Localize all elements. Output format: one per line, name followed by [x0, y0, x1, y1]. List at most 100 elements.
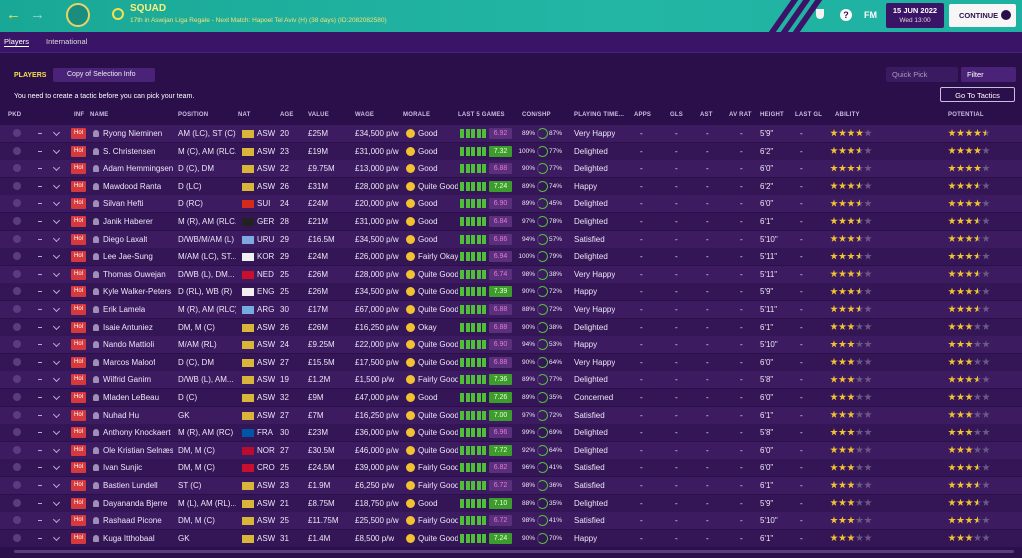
player-row[interactable]: Hol Nuhad Hu GK ASW 27 £7M £16,250 p/w Quite Go…: [0, 406, 1022, 424]
row-menu[interactable]: [52, 340, 61, 348]
row-menu[interactable]: [52, 252, 61, 260]
pick-checkbox[interactable]: [13, 181, 21, 190]
pick-checkbox[interactable]: [13, 375, 21, 384]
go-to-tactics[interactable]: Go To Tactics: [940, 87, 1015, 102]
row-menu[interactable]: [52, 480, 61, 489]
column-header[interactable]: AST: [700, 112, 713, 118]
view-dropdown[interactable]: Copy of Selection Info: [53, 68, 155, 82]
column-header[interactable]: APPS: [634, 112, 652, 118]
player-name[interactable]: Ryong Nieminen: [103, 129, 163, 138]
pick-checkbox[interactable]: [13, 463, 21, 472]
row-menu[interactable]: [52, 216, 61, 225]
player-row[interactable]: Hol Wilfrid Ganim D/WB (L), AM... ASW 19 £1.2…: [0, 371, 1022, 389]
row-menu[interactable]: [52, 428, 61, 436]
column-header[interactable]: NAT: [238, 112, 251, 118]
player-name[interactable]: Erik Lamela: [103, 305, 146, 314]
player-name[interactable]: Adam Hemmingsen: [103, 164, 173, 174]
pick-checkbox[interactable]: [13, 533, 21, 542]
player-row[interactable]: Hol Dayananda Bjerre M (L), AM (RL)... ASW 2…: [0, 494, 1022, 512]
pick-checkbox[interactable]: [13, 234, 21, 243]
pick-checkbox[interactable]: [13, 305, 21, 313]
row-menu[interactable]: [52, 322, 61, 330]
player-name[interactable]: Nuhad Hu: [103, 410, 140, 420]
continue-button[interactable]: CONTINUE: [949, 4, 1016, 27]
pick-checkbox[interactable]: [13, 481, 21, 489]
column-header[interactable]: HEIGHT: [760, 112, 784, 118]
row-menu[interactable]: [52, 392, 61, 401]
player-row[interactable]: Hol Mawdood Ranta D (LC) ASW 26 £31M £28,000 p…: [0, 177, 1022, 195]
column-header[interactable]: AV RAT: [729, 112, 752, 118]
pick-checkbox[interactable]: [13, 269, 21, 278]
player-row[interactable]: Hol S. Christensen M (C), AM (RLC... ASW 23 £…: [0, 142, 1022, 160]
player-name[interactable]: S. Christensen: [103, 146, 156, 156]
player-row[interactable]: Hol Erik Lamela M (R), AM (RLC) ARG 30 £17M £6…: [0, 301, 1022, 318]
player-row[interactable]: Hol Diego Laxalt D/WB/M/AM (L) URU 29 £16.5M £…: [0, 230, 1022, 248]
date-box[interactable]: 15 JUN 2022 Wed 13:00: [886, 3, 944, 28]
column-header[interactable]: POTENTIAL: [948, 112, 984, 118]
player-name[interactable]: Janik Haberer: [103, 217, 153, 226]
player-row[interactable]: Hol Anthony Knockaert M (R), AM (RC) FRA 30 £…: [0, 424, 1022, 442]
trophy-icon[interactable]: [816, 9, 824, 19]
player-name[interactable]: Anthony Knockaert: [103, 428, 171, 438]
column-header[interactable]: LAST 5 GAMES: [458, 112, 505, 118]
column-header[interactable]: LAST GL: [795, 112, 823, 118]
player-row[interactable]: Hol Lee Jae-Sung M/AM (LC), ST... KOR 29 £24M…: [0, 248, 1022, 266]
filter-button[interactable]: Filter: [961, 67, 1016, 82]
player-name[interactable]: Dayananda Bjerre: [103, 498, 168, 508]
column-header[interactable]: GLS: [670, 112, 683, 118]
player-name[interactable]: Mladen LeBeau: [103, 393, 160, 402]
player-row[interactable]: Hol Thomas Ouwejan D/WB (L), DM... NED 25 £26…: [0, 265, 1022, 283]
search-icon[interactable]: [112, 8, 124, 20]
pick-checkbox[interactable]: [13, 146, 21, 155]
back-button[interactable]: ←: [6, 6, 21, 23]
pick-checkbox[interactable]: [13, 340, 21, 349]
scrollbar[interactable]: [14, 550, 1014, 553]
club-badge[interactable]: [66, 3, 90, 27]
tab-international[interactable]: International: [46, 37, 88, 46]
player-name[interactable]: Mawdood Ranta: [103, 181, 162, 191]
pick-checkbox[interactable]: [13, 393, 21, 401]
player-name[interactable]: Isaie Antuniez: [103, 322, 153, 332]
row-menu[interactable]: [52, 445, 61, 453]
player-name[interactable]: Rashaad Picone: [103, 516, 162, 526]
player-row[interactable]: Hol Adam Hemmingsen D (C), DM ASW 22 £9.75M £1…: [0, 160, 1022, 178]
player-row[interactable]: Hol Marcos Maloof D (C), DM ASW 27 £15.5M £17,…: [0, 353, 1022, 371]
column-header[interactable]: ABILITY: [835, 112, 860, 118]
player-row[interactable]: Hol Kuga Itthobaal GK ASW 31 £1.4M £8,500 p/w Q…: [0, 529, 1022, 547]
player-name[interactable]: Ole Kristian Selnæs: [103, 445, 173, 455]
player-name[interactable]: Diego Laxalt: [103, 234, 148, 244]
pick-checkbox[interactable]: [13, 428, 21, 437]
row-menu[interactable]: [52, 287, 61, 295]
column-header[interactable]: WAGE: [355, 112, 375, 118]
column-header[interactable]: POSITION: [178, 112, 209, 118]
column-header[interactable]: AGE: [280, 112, 294, 118]
forward-button[interactable]: →: [30, 6, 45, 23]
player-row[interactable]: Hol Bastien Lundell ST (C) ASW 23 £1.9M £6,250…: [0, 477, 1022, 494]
player-row[interactable]: Hol Ivan Sunjic DM, M (C) CRO 25 £24.5M £39,00…: [0, 459, 1022, 477]
player-name[interactable]: Ivan Sunjic: [103, 463, 143, 473]
row-menu[interactable]: [52, 463, 61, 471]
player-row[interactable]: Hol Ole Kristian Selnæs DM, M (C) NOR 27 £30.…: [0, 441, 1022, 459]
player-name[interactable]: Bastien Lundell: [103, 481, 158, 490]
help-button[interactable]: ?: [840, 9, 852, 21]
row-menu[interactable]: [52, 199, 61, 207]
player-row[interactable]: Hol Kyle Walker-Peters D (RL), WB (R) ENG 25…: [0, 283, 1022, 301]
column-header[interactable]: PLAYING TIME...: [574, 112, 625, 118]
column-header[interactable]: MORALE: [403, 112, 431, 118]
pick-checkbox[interactable]: [13, 164, 21, 173]
column-header[interactable]: VALUE: [308, 112, 329, 118]
row-menu[interactable]: [52, 128, 61, 137]
player-name[interactable]: Nando Mattioli: [103, 340, 155, 350]
player-row[interactable]: Hol Ryong Nieminen AM (LC), ST (C) ASW 20 £25…: [0, 125, 1022, 142]
tab-players[interactable]: Players: [4, 37, 30, 47]
row-menu[interactable]: [52, 498, 61, 506]
player-name[interactable]: Wilfrid Ganim: [103, 375, 152, 385]
player-row[interactable]: Hol Nando Mattioli M/AM (RL) ASW 24 £9.25M £22…: [0, 336, 1022, 354]
pick-checkbox[interactable]: [13, 357, 21, 366]
row-menu[interactable]: [52, 146, 61, 154]
row-menu[interactable]: [52, 269, 61, 277]
row-menu[interactable]: [52, 516, 61, 524]
row-menu[interactable]: [52, 164, 61, 172]
fm-menu[interactable]: FM: [864, 10, 877, 20]
pick-checkbox[interactable]: [13, 287, 21, 296]
